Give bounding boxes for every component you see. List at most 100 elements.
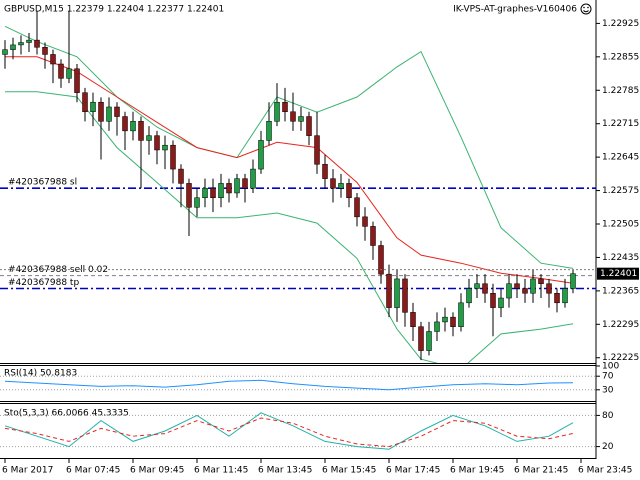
stoch-title: Sto(5,3,3) 66.0066 45.3335 [4, 409, 129, 419]
candle-body [418, 326, 424, 351]
candle-body [130, 121, 136, 132]
candle-body [554, 293, 560, 304]
y-tick-label: 70 [602, 372, 614, 382]
x-tick-label: 6 Mar 07:45 [66, 466, 120, 476]
price-tag [597, 267, 639, 280]
candle-body [546, 283, 552, 294]
y-tick-label: 30 [602, 385, 614, 395]
candle-body [10, 44, 16, 50]
y-tick-label: 1.22505 [602, 220, 639, 230]
candle-body [538, 278, 544, 284]
y-tick-label: 80 [602, 411, 614, 421]
y-tick-label: 1.22785 [602, 86, 639, 96]
y-tick-label: 1.22575 [602, 186, 639, 196]
candle-body [306, 116, 312, 136]
candle-body [178, 168, 184, 184]
candle-body [138, 121, 144, 141]
candle-body [474, 283, 480, 289]
candle-body [194, 197, 200, 208]
x-tick-label: 6 Mar 09:45 [130, 466, 184, 476]
candle-body [354, 197, 360, 218]
x-tick-label: 6 Mar 15:45 [322, 466, 376, 476]
order-label: #420367988 sell 0.02 [8, 265, 108, 275]
candle-body [234, 178, 240, 194]
candle-body [338, 183, 344, 189]
y-tick-label: 20 [602, 442, 614, 452]
candle-body [346, 183, 352, 198]
chart-title: GBPUSD,M15 1.22379 1.22404 1.22377 1.224… [4, 5, 224, 15]
candle-body [466, 288, 472, 304]
candle-body [202, 187, 208, 198]
candle-body [330, 178, 336, 189]
candle-body [434, 321, 440, 332]
candle-body [90, 101, 96, 113]
x-tick-label: 6 Mar 23:45 [578, 466, 632, 476]
y-tick-label: 1.22715 [602, 119, 639, 129]
indicator-line [5, 91, 574, 363]
candle-body [74, 68, 80, 93]
order-label: #420367988 tp [8, 278, 79, 288]
candle-body [450, 316, 456, 327]
candle-body [570, 273, 576, 289]
candle-body [162, 144, 168, 151]
candle-body [242, 178, 248, 189]
indicator-plot [0, 412, 596, 450]
candle-body [106, 106, 112, 122]
candle-body [522, 288, 528, 294]
candle-body [218, 183, 224, 198]
candle-body [378, 245, 384, 275]
candle-body [490, 293, 496, 308]
candle-body [410, 312, 416, 327]
candle-body [266, 121, 272, 141]
y-tick-label: 1.22225 [602, 353, 639, 363]
candle-body [98, 101, 104, 122]
candle-body [458, 302, 464, 327]
candle-body [250, 168, 256, 189]
candle-body [146, 135, 152, 141]
rsi-title: RSI(14) 50.8183 [4, 369, 77, 379]
candle-body [506, 283, 512, 299]
candle-body [114, 106, 120, 117]
price-plot: #420367988 sl #420367988 sell 0.02 #420367… [0, 11, 596, 363]
y-tick-label: 1.22365 [602, 286, 639, 296]
candle-body [26, 39, 32, 43]
candle-body [282, 101, 288, 113]
candle-body [322, 164, 328, 179]
candle-body [394, 278, 400, 308]
x-tick-label: 6 Mar 2017 [2, 466, 53, 476]
smiley-icon [580, 3, 592, 15]
y-tick-label: 1.22295 [602, 320, 639, 330]
price-tag-label: 1.22401 [600, 269, 637, 279]
candle-body [2, 49, 8, 55]
candle-body [154, 135, 160, 151]
candle-body [18, 42, 24, 46]
order-label: #420367988 sl [8, 178, 77, 188]
candle-body [482, 283, 488, 294]
candle-body [58, 63, 64, 79]
candle-body [186, 183, 192, 208]
candle-body [34, 39, 40, 48]
candle-body [290, 111, 296, 122]
candle-body [258, 140, 264, 170]
candle-body [530, 278, 536, 294]
x-tick-label: 6 Mar 13:45 [258, 466, 312, 476]
y-tick-label: 1.22925 [602, 19, 639, 29]
x-tick-label: 6 Mar 11:45 [194, 466, 248, 476]
indicator-line [4, 379, 574, 391]
candle-body [82, 92, 88, 113]
candle-body [66, 68, 72, 79]
candle-body [370, 226, 376, 246]
x-tick-label: 6 Mar 17:45 [386, 466, 440, 476]
candle-body [50, 54, 56, 65]
x-tick-label: 6 Mar 21:45 [514, 466, 568, 476]
candle-body [226, 183, 232, 194]
indicator-line [5, 56, 574, 284]
indicator-plot [0, 375, 596, 391]
candle-body [498, 297, 504, 308]
candle-body [122, 116, 128, 132]
candle-body [562, 288, 568, 304]
y-tick-label: 100 [602, 362, 619, 372]
candle-body [402, 278, 408, 313]
